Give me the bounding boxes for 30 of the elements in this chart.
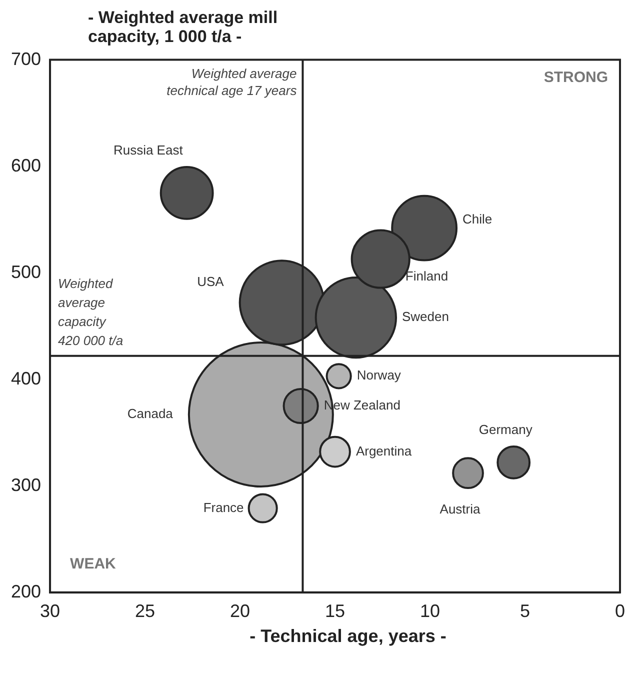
y-tick-label: 300: [10, 474, 42, 495]
y-tick-label: 500: [10, 262, 42, 282]
annotation: STRONG: [544, 68, 608, 86]
series-label: Austria: [440, 502, 481, 517]
series-label: Norway: [356, 368, 402, 383]
x-axis-title: - Technical age, years -: [248, 626, 448, 647]
x-tick-label: 20: [230, 601, 250, 622]
series-label: Germany: [478, 422, 533, 438]
y-tick-label: 400: [10, 368, 42, 388]
x-tick-label: 15: [325, 601, 346, 622]
x-tick-label: 25: [135, 601, 156, 622]
series-label: Russia East: [113, 142, 184, 158]
series-label: France: [203, 500, 244, 515]
series-label: Canada: [127, 406, 174, 422]
series-label: Chile: [462, 212, 492, 227]
y-tick-label: 200: [10, 581, 42, 602]
series-label: Sweden: [402, 309, 449, 324]
annotation: WEAK: [70, 555, 116, 572]
ref-line-label: Weighted average capacity 420 000 t/a: [58, 276, 124, 348]
x-tick-label: 30: [40, 601, 60, 622]
series-label: USA: [197, 274, 224, 290]
x-tick-label: 0: [614, 601, 625, 622]
y-tick-label: 600: [10, 155, 42, 176]
x-tick-label: 10: [420, 601, 440, 622]
series-label: Argentina: [356, 443, 412, 458]
x-tick-label: 5: [520, 601, 530, 622]
ref-line-label: Weighted average technical age 17 years: [166, 66, 298, 98]
y-axis-title: - Weighted average mill capacity, 1 000 t/a -: [88, 8, 279, 46]
y-tick-label: 700: [10, 48, 42, 69]
series-label: Finland: [405, 268, 448, 284]
